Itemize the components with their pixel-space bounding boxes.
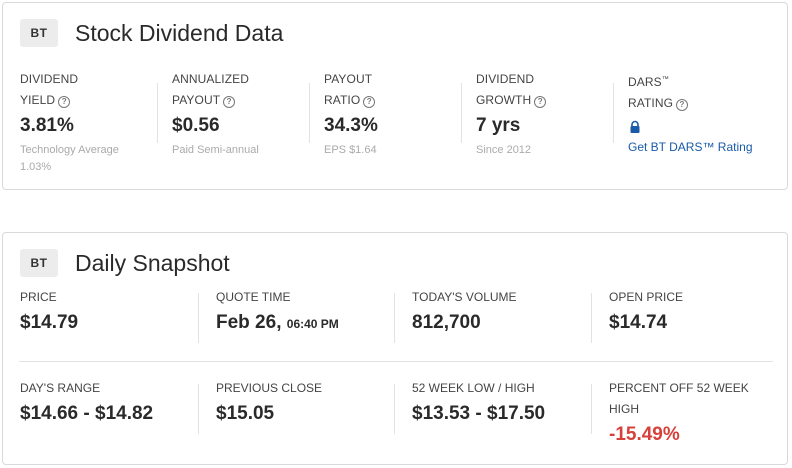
- metric-value: 34.3%: [324, 115, 378, 136]
- divider: [309, 83, 310, 143]
- ticker-badge: BT: [20, 19, 58, 47]
- dividend-card: BT Stock Dividend Data DIVIDEND YIELD? 3…: [2, 2, 788, 190]
- metric-note: Paid Semi-annual: [172, 144, 259, 156]
- metric-note: EPS $1.64: [324, 144, 377, 156]
- metric-label: DIVIDEND: [476, 72, 535, 86]
- percent-off-high-stat: PERCENT OFF 52 WEEK HIGH -15.49%: [591, 378, 779, 449]
- annualized-payout-metric: ANNUALIZED PAYOUT? $0.56 Paid Semi-annua…: [157, 69, 307, 169]
- divider: [591, 384, 592, 434]
- metric-value: 3.81%: [20, 115, 74, 136]
- dars-rating-metric: DARS™ RATING? Get BT DARS™ Rating: [613, 69, 778, 169]
- stat-value: $13.53 - $17.50: [412, 403, 546, 424]
- price-stat: PRICE $14.79: [20, 287, 200, 337]
- metric-label: YIELD: [20, 93, 56, 107]
- divider: [198, 384, 199, 434]
- metric-note: Technology Average 1.03%: [20, 144, 119, 173]
- metric-label: DARS: [628, 75, 662, 89]
- metric-label: GROWTH: [476, 93, 532, 107]
- stat-label: HIGH: [609, 402, 639, 416]
- metric-label: PAYOUT: [324, 72, 373, 86]
- stat-value: $15.05: [216, 403, 275, 424]
- card-title: Daily Snapshot: [75, 250, 230, 276]
- help-icon[interactable]: ?: [676, 99, 689, 111]
- open-price-stat: OPEN PRICE $14.74: [591, 287, 779, 343]
- week52-range-stat: 52 WEEK LOW / HIGH $13.53 - $17.50: [394, 378, 592, 434]
- stat-label: PRICE: [20, 290, 57, 304]
- dividend-yield-metric: DIVIDEND YIELD? 3.81% Technology Average…: [20, 69, 155, 173]
- stat-value: $14.79: [20, 312, 79, 333]
- divider: [613, 83, 614, 143]
- stat-value: $14.74: [609, 312, 668, 333]
- divider: [591, 293, 592, 343]
- divider: [461, 83, 462, 143]
- help-icon[interactable]: ?: [58, 96, 71, 108]
- stat-value: -15.49%: [609, 424, 680, 445]
- metric-value: 7 yrs: [476, 115, 521, 136]
- stat-label: PREVIOUS CLOSE: [216, 381, 323, 395]
- days-range-stat: DAY'S RANGE $14.66 - $14.82: [20, 378, 200, 428]
- previous-close-stat: PREVIOUS CLOSE $15.05: [198, 378, 396, 434]
- metric-label: PAYOUT: [172, 93, 221, 107]
- help-icon[interactable]: ?: [534, 96, 547, 108]
- stat-label: QUOTE TIME: [216, 290, 291, 304]
- stat-label: 52 WEEK LOW / HIGH: [412, 381, 535, 395]
- divider: [198, 293, 199, 343]
- volume-stat: TODAY'S VOLUME 812,700: [394, 287, 592, 343]
- metric-label: RATIO: [324, 93, 361, 107]
- stat-label: TODAY'S VOLUME: [412, 290, 517, 304]
- stat-value: Feb 26,: [216, 312, 282, 333]
- stat-label: OPEN PRICE: [609, 290, 684, 304]
- stat-value: 812,700: [412, 312, 481, 333]
- divider: [394, 293, 395, 343]
- stat-value: $14.66 - $14.82: [20, 403, 154, 424]
- help-icon[interactable]: ?: [223, 96, 236, 108]
- lock-icon: [630, 120, 640, 133]
- ticker-badge: BT: [20, 249, 58, 277]
- stat-label: DAY'S RANGE: [20, 381, 101, 395]
- metric-label: ANNUALIZED: [172, 72, 250, 86]
- divider: [157, 83, 158, 143]
- trademark-mark: ™: [661, 76, 669, 83]
- payout-ratio-metric: PAYOUT RATIO? 34.3% EPS $1.64: [309, 69, 459, 169]
- help-icon[interactable]: ?: [363, 96, 376, 108]
- metric-label: RATING: [628, 96, 674, 110]
- card-title: Stock Dividend Data: [75, 20, 284, 46]
- metric-value: $0.56: [172, 115, 220, 136]
- dividend-growth-metric: DIVIDEND GROWTH? 7 yrs Since 2012: [461, 69, 611, 169]
- stat-time: 06:40 PM: [286, 317, 339, 331]
- stat-label: PERCENT OFF 52 WEEK: [609, 381, 749, 395]
- daily-snapshot-card: BT Daily Snapshot PRICE $14.79 QUOTE TIM…: [2, 232, 788, 465]
- divider: [394, 384, 395, 434]
- metric-label: DIVIDEND: [20, 72, 79, 86]
- row-divider: [19, 361, 773, 362]
- metric-note: Since 2012: [476, 144, 532, 156]
- quote-time-stat: QUOTE TIME Feb 26, 06:40 PM: [198, 287, 396, 343]
- get-dars-rating-link[interactable]: Get BT DARS™ Rating: [628, 140, 753, 154]
